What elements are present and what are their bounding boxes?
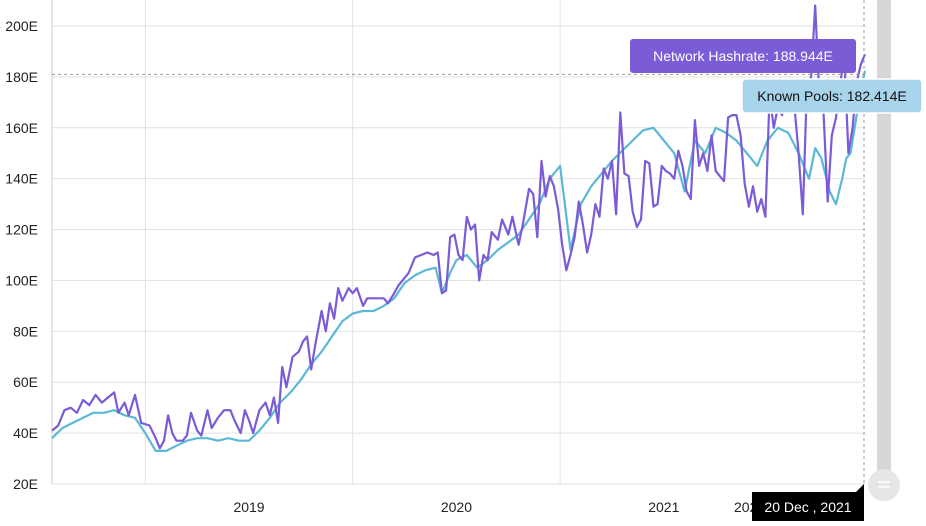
y-tick-label: 160E	[5, 120, 38, 136]
y-tick-label: 140E	[5, 171, 38, 187]
date-label-text: 20 Dec , 2021	[764, 499, 851, 515]
y-tick-label: 200E	[5, 18, 38, 34]
x-tick-label: 2020	[441, 499, 472, 515]
y-tick-label: 40E	[13, 425, 38, 441]
tooltip-pools-text: Known Pools: 182.414E	[757, 88, 906, 104]
date-label: 20 Dec , 2021	[752, 484, 864, 521]
x-tick-label: 2019	[233, 499, 264, 515]
tooltip-hashrate-text: Network Hashrate: 188.944E	[653, 48, 833, 64]
tooltip-network-hashrate: Network Hashrate: 188.944E	[630, 39, 856, 73]
y-tick-label: 60E	[13, 374, 38, 390]
x-tick-label: 2021	[648, 499, 679, 515]
y-tick-label: 20E	[13, 476, 38, 492]
grid-lines	[51, 0, 865, 485]
y-tick-label: 180E	[5, 69, 38, 85]
y-axis-ticks: 20E 40E 60E 80E 100E 120E 140E 160E 180E 200E	[5, 18, 38, 492]
y-tick-label: 80E	[13, 323, 38, 339]
series-lines	[51, 4, 867, 452]
y-tick-label: 100E	[5, 272, 38, 288]
zoom-handle[interactable]	[868, 469, 900, 501]
zoom-scrollbar-track[interactable]	[877, 0, 891, 475]
series-line-network-hashrate	[51, 4, 867, 450]
y-tick-label: 120E	[5, 222, 38, 238]
tooltip-known-pools: Known Pools: 182.414E	[741, 78, 923, 114]
x-axis-ticks: 2019 2020 2021 2021	[233, 499, 765, 515]
